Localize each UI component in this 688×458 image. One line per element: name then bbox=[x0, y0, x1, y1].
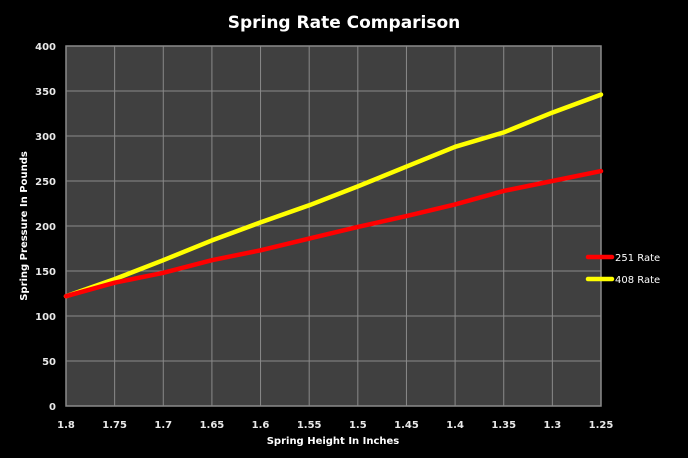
y-tick-label: 250 bbox=[35, 177, 56, 188]
x-tick-label: 1.5 bbox=[349, 420, 367, 431]
x-axis-label: Spring Height In Inches bbox=[267, 436, 400, 447]
series-line bbox=[63, 168, 604, 299]
y-tick-label: 200 bbox=[35, 222, 56, 233]
x-tick-label: 1.75 bbox=[102, 420, 127, 431]
data-lines bbox=[63, 92, 604, 299]
y-tick-label: 350 bbox=[35, 87, 56, 98]
x-tick-label: 1.65 bbox=[200, 420, 225, 431]
x-tick-label: 1.8 bbox=[57, 420, 75, 431]
y-tick-label: 300 bbox=[35, 132, 56, 143]
x-tick-label: 1.35 bbox=[491, 420, 516, 431]
x-tick-label: 1.25 bbox=[589, 420, 614, 431]
y-tick-label: 0 bbox=[49, 402, 56, 413]
y-tick-label: 100 bbox=[35, 312, 56, 323]
y-axis-ticks: 0 50 100 150 200 250 300 350 400 bbox=[35, 42, 56, 413]
x-tick-label: 1.3 bbox=[544, 420, 562, 431]
legend-label: 408 Rate bbox=[615, 275, 660, 286]
y-tick-label: 150 bbox=[35, 267, 56, 278]
chart-title: Spring Rate Comparison bbox=[228, 13, 461, 33]
legend: 251 Rate 408 Rate bbox=[585, 253, 660, 286]
x-tick-label: 1.4 bbox=[446, 420, 464, 431]
y-axis-label: Spring Pressure In Pounds bbox=[19, 151, 30, 301]
x-axis-ticks: 1.8 1.75 1.7 1.65 1.6 1.55 1.5 1.45 1.4 1.35 1.3 1.… bbox=[57, 420, 613, 431]
x-tick-label: 1.6 bbox=[252, 420, 270, 431]
gridlines bbox=[65, 45, 602, 407]
x-tick-label: 1.7 bbox=[154, 420, 172, 431]
y-tick-label: 50 bbox=[42, 357, 56, 368]
x-tick-label: 1.45 bbox=[394, 420, 419, 431]
y-tick-label: 400 bbox=[35, 42, 56, 53]
x-tick-label: 1.55 bbox=[297, 420, 322, 431]
series-line bbox=[63, 92, 604, 299]
legend-label: 251 Rate bbox=[615, 253, 660, 264]
